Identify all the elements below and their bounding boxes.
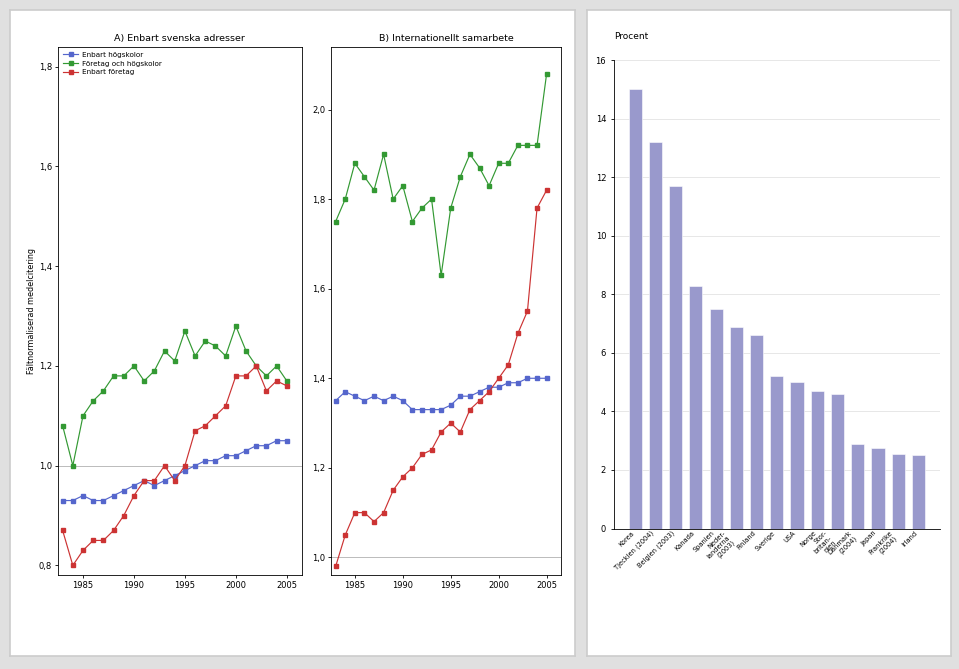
Företag och högskolor (118, 372, 129, 380)
Företag och högskolor (98, 387, 109, 395)
Enbart högskolor (138, 476, 150, 484)
Bar (872, 448, 884, 529)
Bar (852, 444, 864, 529)
Enbart företag (189, 427, 200, 435)
Bar (669, 186, 682, 529)
Företag och högskolor (199, 337, 211, 345)
Enbart högskolor (250, 442, 262, 450)
Företag och högskolor (281, 377, 292, 385)
Enbart företag (129, 492, 140, 500)
Bar (830, 394, 844, 529)
Bar (690, 286, 702, 529)
Enbart företag (87, 537, 99, 545)
Företag och högskolor (210, 342, 222, 350)
Enbart högskolor (210, 457, 222, 465)
Title: B) Internationellt samarbete: B) Internationellt samarbete (379, 34, 513, 43)
Enbart företag (67, 561, 79, 569)
Företag och högskolor (220, 352, 231, 360)
Bar (628, 90, 642, 529)
Bar (750, 335, 763, 529)
Företag och högskolor (261, 372, 272, 380)
Bar (912, 456, 925, 529)
Företag och högskolor (250, 362, 262, 370)
Enbart högskolor (281, 437, 292, 445)
Enbart företag (179, 462, 191, 470)
Företag och högskolor (107, 372, 119, 380)
Enbart högskolor (87, 496, 99, 504)
Enbart högskolor (270, 437, 282, 445)
Y-axis label: Fältnormaliserad medelcitering: Fältnormaliserad medelcitering (27, 248, 35, 374)
Enbart högskolor (107, 492, 119, 500)
Enbart högskolor (189, 462, 200, 470)
Enbart högskolor (98, 496, 109, 504)
Enbart företag (138, 476, 150, 484)
Bar (770, 376, 784, 529)
Enbart högskolor (118, 486, 129, 494)
Enbart företag (199, 421, 211, 429)
Bar (810, 391, 824, 529)
Företag och högskolor (149, 367, 160, 375)
Enbart företag (57, 527, 68, 535)
Enbart företag (159, 462, 171, 470)
Enbart högskolor (261, 442, 272, 450)
Enbart företag (107, 527, 119, 535)
Enbart företag (220, 402, 231, 410)
Enbart företag (169, 476, 180, 484)
Enbart företag (270, 377, 282, 385)
Företag och högskolor (67, 462, 79, 470)
Enbart högskolor (230, 452, 242, 460)
Företag och högskolor (129, 362, 140, 370)
Enbart företag (78, 547, 89, 555)
Företag och högskolor (138, 377, 150, 385)
Enbart högskolor (169, 472, 180, 480)
Företag och högskolor (189, 352, 200, 360)
Företag och högskolor (169, 357, 180, 365)
Enbart företag (149, 476, 160, 484)
Title: A) Enbart svenska adresser: A) Enbart svenska adresser (114, 34, 246, 43)
Företag och högskolor (270, 362, 282, 370)
Bar (892, 454, 904, 529)
Enbart företag (230, 372, 242, 380)
Enbart högskolor (149, 482, 160, 490)
Enbart högskolor (220, 452, 231, 460)
Företag och högskolor (241, 347, 252, 355)
Enbart högskolor (67, 496, 79, 504)
Företag och högskolor (179, 327, 191, 335)
Enbart företag (98, 537, 109, 545)
Line: Företag och högskolor: Företag och högskolor (60, 324, 289, 468)
Enbart företag (241, 372, 252, 380)
Bar (730, 326, 743, 529)
Företag och högskolor (159, 347, 171, 355)
Enbart företag (281, 382, 292, 390)
Företag och högskolor (57, 421, 68, 429)
Enbart företag (261, 387, 272, 395)
Enbart högskolor (179, 466, 191, 474)
Enbart högskolor (159, 476, 171, 484)
Bar (649, 142, 662, 529)
Enbart högskolor (241, 447, 252, 455)
Legend: Enbart högskolor, Företag och högskolor, Enbart företag: Enbart högskolor, Företag och högskolor,… (61, 50, 163, 76)
Bar (710, 309, 723, 529)
Text: Procent: Procent (614, 33, 648, 41)
Företag och högskolor (230, 322, 242, 330)
Enbart företag (210, 412, 222, 420)
Bar (790, 382, 804, 529)
Enbart högskolor (199, 457, 211, 465)
Enbart högskolor (78, 492, 89, 500)
Line: Enbart högskolor: Enbart högskolor (60, 439, 289, 502)
Enbart företag (250, 362, 262, 370)
Företag och högskolor (78, 412, 89, 420)
Enbart högskolor (129, 482, 140, 490)
Företag och högskolor (87, 397, 99, 405)
Line: Enbart företag: Enbart företag (60, 364, 289, 567)
Enbart företag (118, 512, 129, 520)
Enbart högskolor (57, 496, 68, 504)
